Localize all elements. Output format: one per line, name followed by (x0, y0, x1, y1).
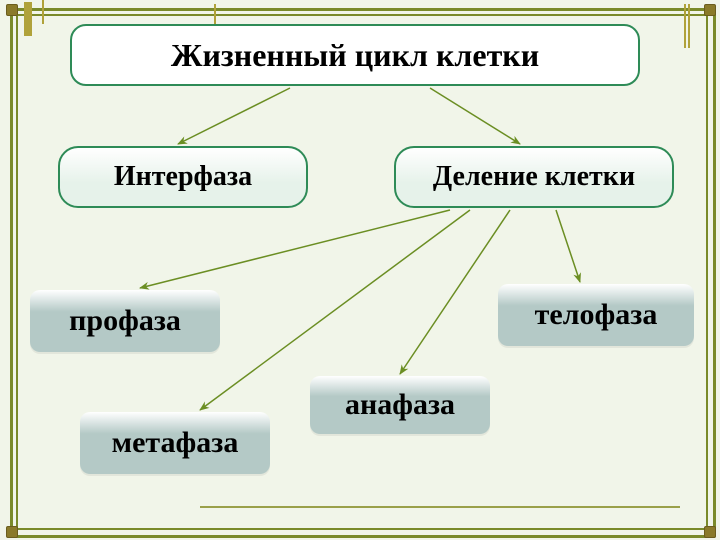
bottom-rule (200, 506, 680, 508)
node-anaphase: анафаза (310, 376, 490, 434)
deco-line (688, 4, 690, 48)
node-division: Деление клетки (394, 146, 674, 208)
title-text: Жизненный цикл клетки (171, 37, 539, 74)
deco-line (684, 4, 686, 48)
anaphase-text: анафаза (345, 388, 455, 422)
interphase-text: Интерфаза (114, 161, 252, 193)
division-text: Деление клетки (433, 161, 635, 193)
node-metaphase: метафаза (80, 412, 270, 474)
metaphase-text: метафаза (112, 426, 239, 460)
node-prophase: профаза (30, 290, 220, 352)
deco-line (24, 2, 32, 36)
node-title: Жизненный цикл клетки (70, 24, 640, 86)
node-telophase: телофаза (498, 284, 694, 346)
telophase-text: телофаза (535, 298, 658, 332)
corner-br (704, 526, 716, 538)
corner-tl (6, 4, 18, 16)
node-interphase: Интерфаза (58, 146, 308, 208)
corner-bl (6, 526, 18, 538)
prophase-text: профаза (69, 304, 181, 338)
diagram-stage: Жизненный цикл клетки Интерфаза Деление … (0, 0, 720, 540)
corner-tr (704, 4, 716, 16)
deco-line (42, 0, 44, 24)
